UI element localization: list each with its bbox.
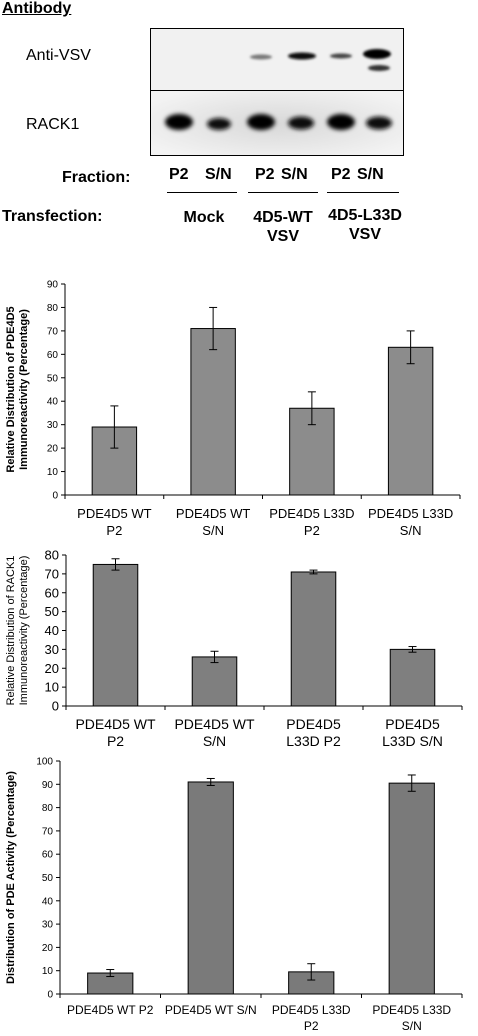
y-tick-label: 90 xyxy=(42,780,54,791)
y-tick-label: 30 xyxy=(42,920,54,931)
x-category-label: PDE4D5 L33D P2 xyxy=(269,506,354,538)
y-tick-label: 80 xyxy=(42,803,54,814)
rack1-band-l33d-sn xyxy=(366,116,392,130)
vsv-band-l33d-p2 xyxy=(330,53,352,59)
y-tick-label: 0 xyxy=(47,990,53,1001)
fraction-underline-wt xyxy=(248,192,318,193)
fraction-l33d-sn: S/N xyxy=(357,166,384,183)
fraction-wt-sn: S/N xyxy=(281,166,308,183)
bar xyxy=(190,328,236,496)
y-tick-label: 20 xyxy=(42,943,54,954)
y-tick-label: 50 xyxy=(42,873,54,884)
fraction-label: Fraction: xyxy=(62,169,131,186)
y-tick-label: 60 xyxy=(47,350,59,361)
y-tick-label: 80 xyxy=(47,303,59,314)
blot-divider xyxy=(151,90,403,91)
antibody-header: Antibody xyxy=(2,0,72,17)
x-category-label: PDE4D5 L33D S/N xyxy=(372,1003,451,1033)
x-category-label: PDE4D5 WT P2 xyxy=(75,716,156,749)
chart-pde-activity: 0 10 20 30 40 50 60 70 80 90 100 PDE4D5 WT P2 PDE4D5… xyxy=(5,757,463,1033)
transfection-mock: Mock xyxy=(183,209,225,226)
y-tick-label: 80 xyxy=(45,548,59,563)
y-tick-label: 90 xyxy=(47,280,59,291)
vsv-band-l33d-sn-lower xyxy=(368,65,390,71)
x-category-label: PDE4D5 WT P2 xyxy=(67,1003,154,1017)
y-tick-label: 40 xyxy=(42,896,54,907)
transfection-wt-vsv: 4D5-WT VSV xyxy=(253,209,313,245)
y-tick-label: 20 xyxy=(47,444,59,455)
y-axis-label: Distribution of PDE Activity (Percentage… xyxy=(5,771,17,984)
y-tick-label: 60 xyxy=(42,850,54,861)
y-tick-label: 40 xyxy=(45,623,59,638)
y-tick-label: 0 xyxy=(52,491,58,502)
transfection-label: Transfection: xyxy=(2,208,103,225)
fraction-mock-p2: P2 xyxy=(169,166,189,183)
y-tick-label: 30 xyxy=(45,642,59,657)
y-tick-label: 0 xyxy=(52,699,59,714)
y-tick-label: 100 xyxy=(36,757,53,768)
x-category-label: PDE4D5 WT S/N xyxy=(176,506,250,538)
rack1-band-mock-p2 xyxy=(165,114,193,130)
x-category-label: PDE4D5 L33D S/N xyxy=(382,716,443,749)
y-tick-label: 10 xyxy=(45,680,59,695)
y-tick-label: 20 xyxy=(45,661,59,676)
bar xyxy=(191,656,238,707)
bar xyxy=(187,781,234,995)
fraction-l33d-p2: P2 xyxy=(331,166,351,183)
chart-rack1-immunoreactivity: 0 10 20 30 40 50 60 70 80 PDE4D5 WT P2 PDE4D5 WT S/N… xyxy=(5,548,463,749)
y-tick-label: 70 xyxy=(47,326,59,337)
x-category-label: PDE4D5 WT P2 xyxy=(77,506,151,538)
x-category-label: PDE4D5 L33D P2 xyxy=(286,716,341,749)
y-tick-label: 60 xyxy=(45,585,59,600)
fraction-underline-mock xyxy=(167,192,237,193)
fraction-mock-sn: S/N xyxy=(205,166,232,183)
vsv-band-wt-sn xyxy=(288,52,316,60)
y-tick-label: 10 xyxy=(47,467,59,478)
y-tick-label: 30 xyxy=(47,420,59,431)
chart2-plot: 0 10 20 30 40 50 60 70 80 PDE4D5 WT P2 PDE4D5 WT S/N… xyxy=(5,548,463,749)
transfection-l33d-vsv: 4D5-L33D VSV xyxy=(328,207,402,243)
y-tick-label: 70 xyxy=(45,566,59,581)
y-tick-label: 50 xyxy=(47,373,59,384)
blot-image xyxy=(150,28,404,156)
antibody-label-anti-vsv: Anti-VSV xyxy=(26,47,91,64)
x-category-label: PDE4D5 WT S/N xyxy=(174,716,255,749)
y-tick-label: 10 xyxy=(42,966,54,977)
blot-bands xyxy=(151,29,403,155)
y-axis-label: Relative Distribution of RACK1Immunoreac… xyxy=(5,556,30,706)
bar xyxy=(388,782,435,995)
chart1-plot: 0 10 20 30 40 50 60 70 80 90 PDE4D5 WT P2 PDE4D5 WT S… xyxy=(5,280,461,538)
rack1-band-wt-sn xyxy=(288,116,314,130)
rack1-band-wt-p2 xyxy=(247,114,275,130)
bar xyxy=(290,571,337,707)
vsv-band-l33d-sn xyxy=(363,49,391,59)
bar xyxy=(389,648,436,707)
x-category-label: PDE4D5 L33D P2 xyxy=(272,1003,351,1033)
y-tick-label: 50 xyxy=(45,604,59,619)
y-tick-label: 70 xyxy=(42,826,54,837)
y-axis-label: Relative Distribution of PDE4D5Immunorea… xyxy=(5,306,30,472)
x-category-label: PDE4D5 WT S/N xyxy=(165,1003,257,1017)
rack1-band-l33d-p2 xyxy=(327,114,355,130)
antibody-label-rack1: RACK1 xyxy=(26,116,80,133)
rack1-band-mock-sn xyxy=(207,118,231,130)
y-tick-label: 40 xyxy=(47,397,59,408)
chart3-plot: 0 10 20 30 40 50 60 70 80 90 100 PDE4D5 WT P2 PDE4D5… xyxy=(5,757,463,1033)
bar xyxy=(387,346,434,496)
bar xyxy=(92,563,139,707)
fraction-wt-p2: P2 xyxy=(255,166,275,183)
x-category-label: PDE4D5 L33D S/N xyxy=(368,506,453,538)
chart-pde4d5-immunoreactivity: 0 10 20 30 40 50 60 70 80 90 PDE4D5 WT P2 PDE4D5 WT S… xyxy=(5,280,461,538)
vsv-band-wt-p2 xyxy=(250,54,272,60)
fraction-underline-l33d xyxy=(327,192,399,193)
